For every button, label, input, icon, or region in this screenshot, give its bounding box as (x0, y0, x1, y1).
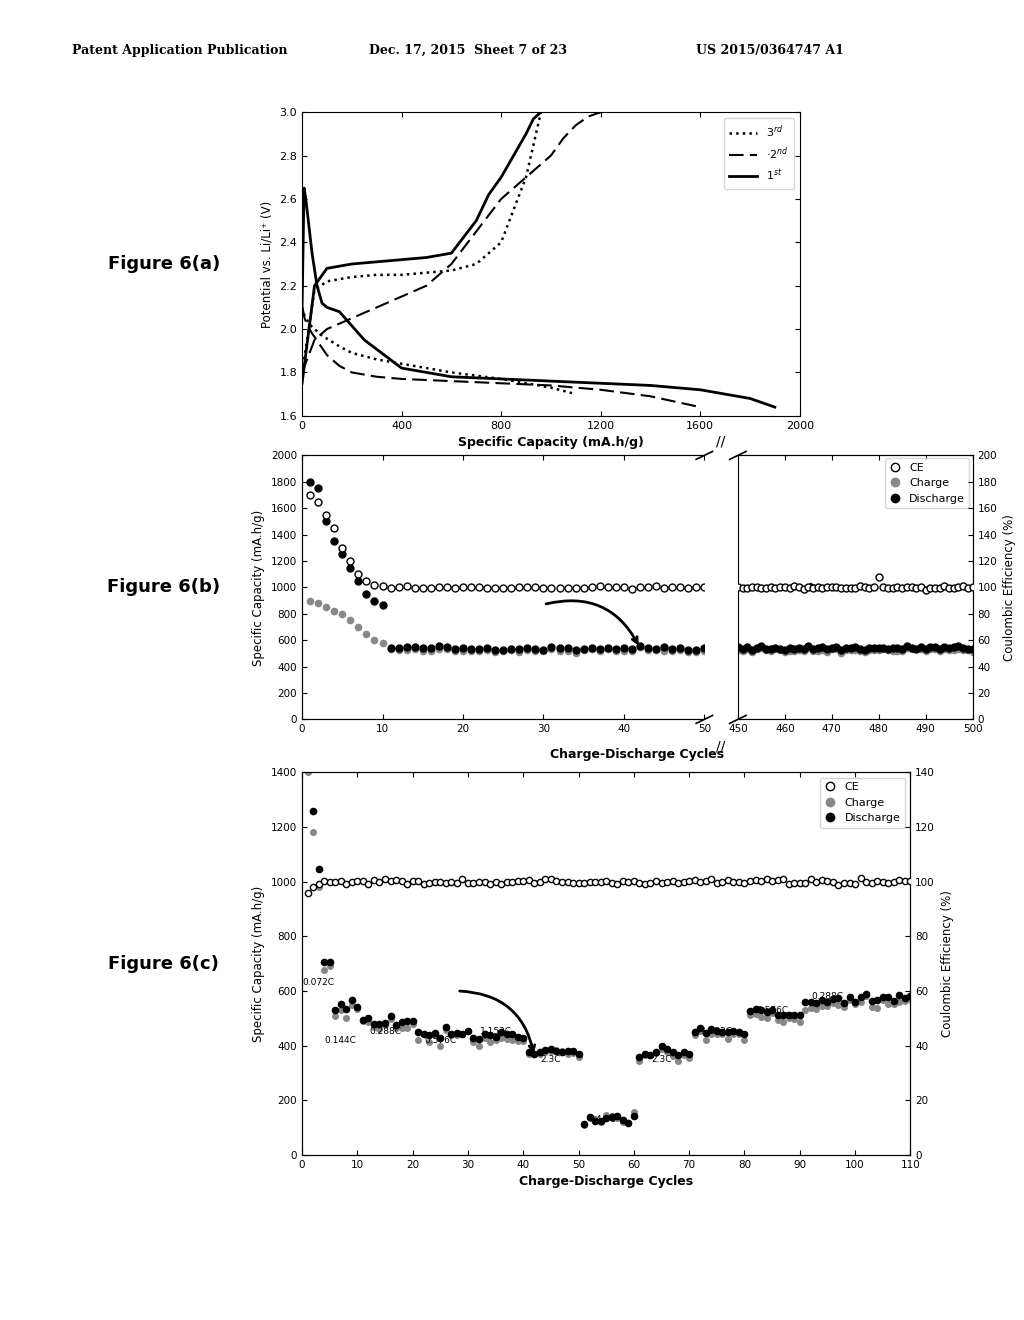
Y-axis label: Coulombic Efficiency (%): Coulombic Efficiency (%) (1002, 513, 1016, 661)
Text: 0.072C: 0.072C (303, 978, 335, 987)
X-axis label: Charge-Discharge Cycles: Charge-Discharge Cycles (519, 1175, 693, 1188)
Text: //: // (717, 739, 726, 754)
Legend: CE, Charge, Discharge: CE, Charge, Discharge (885, 458, 970, 508)
Text: 1.152C: 1.152C (479, 1027, 512, 1036)
Text: Figure 6(c): Figure 6(c) (109, 954, 219, 973)
Text: Figure 6(a): Figure 6(a) (108, 255, 220, 273)
Text: Charge-Discharge Cycles: Charge-Discharge Cycles (550, 748, 724, 762)
Text: 0.144C: 0.144C (325, 1036, 356, 1044)
Text: US 2015/0364747 A1: US 2015/0364747 A1 (696, 44, 844, 57)
Text: 1.152C: 1.152C (700, 1027, 733, 1036)
Text: 2.3C: 2.3C (651, 1055, 672, 1064)
Text: 2.3C: 2.3C (541, 1055, 561, 1064)
Text: 4.6C: 4.6C (596, 1115, 616, 1123)
X-axis label: Specific Capacity (mA.h/g): Specific Capacity (mA.h/g) (458, 436, 644, 449)
Legend: CE, Charge, Discharge: CE, Charge, Discharge (820, 777, 905, 828)
Text: Patent Application Publication: Patent Application Publication (72, 44, 287, 57)
Y-axis label: Potential vs. Li/Li⁺ (V): Potential vs. Li/Li⁺ (V) (261, 201, 273, 327)
Y-axis label: Specific Capacity (mA.h/g): Specific Capacity (mA.h/g) (252, 510, 265, 665)
Y-axis label: Coulombic Efficiency (%): Coulombic Efficiency (%) (940, 890, 953, 1038)
Y-axis label: Specific Capacity (mA.h/g): Specific Capacity (mA.h/g) (252, 886, 265, 1041)
Text: Dec. 17, 2015  Sheet 7 of 23: Dec. 17, 2015 Sheet 7 of 23 (369, 44, 566, 57)
Text: //: // (717, 434, 726, 449)
Text: 0.576C: 0.576C (756, 1006, 788, 1015)
Legend: 3$^{rd}$, ·2$^{nd}$, 1$^{st}$: 3$^{rd}$, ·2$^{nd}$, 1$^{st}$ (724, 117, 795, 189)
Text: 0.288C: 0.288C (369, 1027, 401, 1036)
Text: 0.288C: 0.288C (811, 991, 844, 1001)
Text: 0.576C: 0.576C (424, 1036, 457, 1044)
Text: Figure 6(b): Figure 6(b) (108, 578, 220, 597)
